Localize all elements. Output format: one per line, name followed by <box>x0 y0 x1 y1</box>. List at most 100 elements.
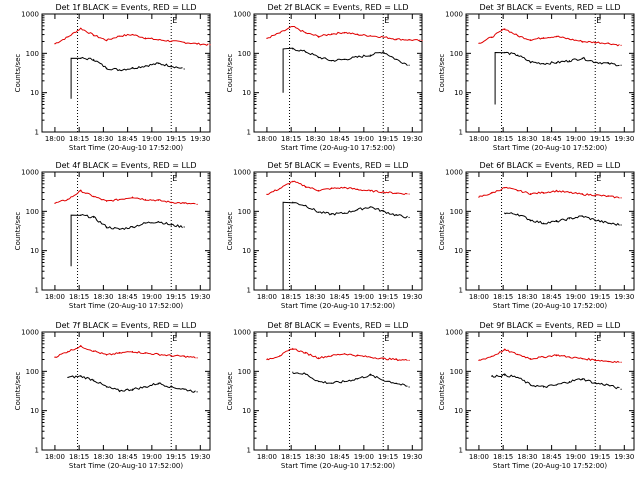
x-tick-label: 18:30 <box>517 453 537 461</box>
y-tick-label: 1 <box>459 287 463 295</box>
series-events <box>67 375 196 393</box>
x-tick-label: 18:00 <box>469 453 489 461</box>
data-point-lld <box>382 358 384 360</box>
data-point-events <box>542 222 545 224</box>
series-events <box>282 47 408 93</box>
data-point-lld <box>196 43 198 45</box>
data-point-events <box>330 213 333 215</box>
data-point-events <box>144 386 146 388</box>
data-point-lld <box>517 189 519 192</box>
data-point-lld <box>170 40 172 42</box>
data-point-events <box>305 51 307 53</box>
data-point-events <box>170 386 172 388</box>
data-point-events <box>568 218 570 220</box>
y-axis-label: Counts/sec <box>438 212 446 251</box>
x-tick-label: 18:15 <box>493 453 513 461</box>
data-point-events <box>594 61 596 63</box>
x-tick-label: 19:00 <box>566 453 586 461</box>
data-point-events <box>356 378 358 380</box>
series-events <box>70 213 183 267</box>
y-tick-label: 1000 <box>445 329 463 337</box>
data-point-events <box>144 65 146 67</box>
data-point-events <box>196 391 198 393</box>
x-tick-label: 18:45 <box>542 453 562 461</box>
data-point-lld <box>542 191 545 194</box>
data-point-events <box>157 382 159 384</box>
x-tick-label: 18:15 <box>69 135 89 143</box>
y-tick-label: 1000 <box>21 169 39 177</box>
x-tick-label: 18:00 <box>257 453 277 461</box>
data-point-lld <box>318 189 320 192</box>
data-point-lld <box>106 200 108 202</box>
flag-marker: E <box>384 334 389 343</box>
data-point-lld <box>266 358 268 361</box>
x-axis-label: Start Time (20-Aug-10 17:52:00) <box>69 302 183 310</box>
chart-title: Det 7f BLACK = Events, RED = LLD <box>55 321 196 330</box>
data-point-lld <box>292 180 294 182</box>
y-tick-label: 1000 <box>445 169 463 177</box>
x-tick-label: 19:00 <box>142 293 162 301</box>
plot-frame <box>465 13 635 133</box>
data-point-lld <box>581 193 583 195</box>
data-point-events <box>530 61 532 63</box>
data-point-events <box>106 67 108 69</box>
data-point-lld <box>80 27 82 30</box>
flag-marker: E <box>172 174 177 183</box>
chart-title: Det 4f BLACK = Events, RED = LLD <box>55 161 196 170</box>
series-events <box>494 51 620 105</box>
data-point-events <box>67 376 69 379</box>
x-tick-label: 19:15 <box>166 453 186 461</box>
data-point-events <box>343 212 346 214</box>
data-point-lld <box>170 355 172 357</box>
data-point-lld <box>106 354 108 356</box>
data-point-lld <box>607 360 609 362</box>
data-point-lld <box>478 42 480 44</box>
chart-panel-2: Det 2f BLACK = Events, RED = LLD 1 10 100 10… <box>226 3 423 152</box>
data-point-events <box>118 228 121 230</box>
data-point-lld <box>183 355 185 357</box>
data-point-events <box>504 212 506 214</box>
data-point-events <box>131 67 134 69</box>
x-tick-label: 19:30 <box>402 135 422 143</box>
data-point-events <box>131 226 134 228</box>
data-point-lld <box>555 354 558 356</box>
x-tick-label: 18:00 <box>257 135 277 143</box>
x-tick-label: 18:15 <box>281 293 301 301</box>
x-tick-label: 19:00 <box>354 293 374 301</box>
y-tick-label: 100 <box>238 50 251 58</box>
data-point-events <box>408 216 410 219</box>
data-point-lld <box>279 187 281 190</box>
x-tick-label: 19:15 <box>378 135 398 143</box>
data-point-lld <box>279 355 281 357</box>
y-axis-label: Counts/sec <box>438 54 446 93</box>
data-point-lld <box>517 353 519 355</box>
data-point-events <box>568 60 570 62</box>
data-point-lld <box>183 41 185 43</box>
data-point-events <box>620 388 622 390</box>
series-lld <box>54 27 209 46</box>
data-point-lld <box>144 198 146 201</box>
x-tick-label: 18:30 <box>93 135 113 143</box>
data-point-lld <box>408 359 410 361</box>
data-point-events <box>93 379 95 381</box>
y-axis-label: Counts/sec <box>226 54 234 93</box>
x-tick-label: 19:15 <box>590 293 610 301</box>
x-axis-label: Start Time (20-Aug-10 17:52:00) <box>493 302 607 310</box>
chart-panel-6: Det 6f BLACK = Events, RED = LLD 1 10 100 10… <box>438 161 635 310</box>
chart-panel-9: Det 9f BLACK = Events, RED = LLD 1 10 100 10… <box>438 321 635 470</box>
data-point-lld <box>517 35 519 37</box>
x-axis-label: Start Time (20-Aug-10 17:52:00) <box>281 144 395 152</box>
data-point-events <box>318 56 320 58</box>
data-point-events <box>620 224 622 226</box>
data-point-events <box>517 213 519 215</box>
data-point-events <box>530 384 532 386</box>
data-point-events <box>607 384 609 386</box>
data-point-events <box>318 380 320 383</box>
x-tick-label: 18:00 <box>469 293 489 301</box>
x-tick-label: 19:15 <box>590 453 610 461</box>
data-point-lld <box>67 350 69 353</box>
data-point-lld <box>330 355 333 357</box>
data-point-events <box>80 375 82 377</box>
x-tick-label: 18:30 <box>93 293 113 301</box>
data-point-lld <box>305 352 307 354</box>
